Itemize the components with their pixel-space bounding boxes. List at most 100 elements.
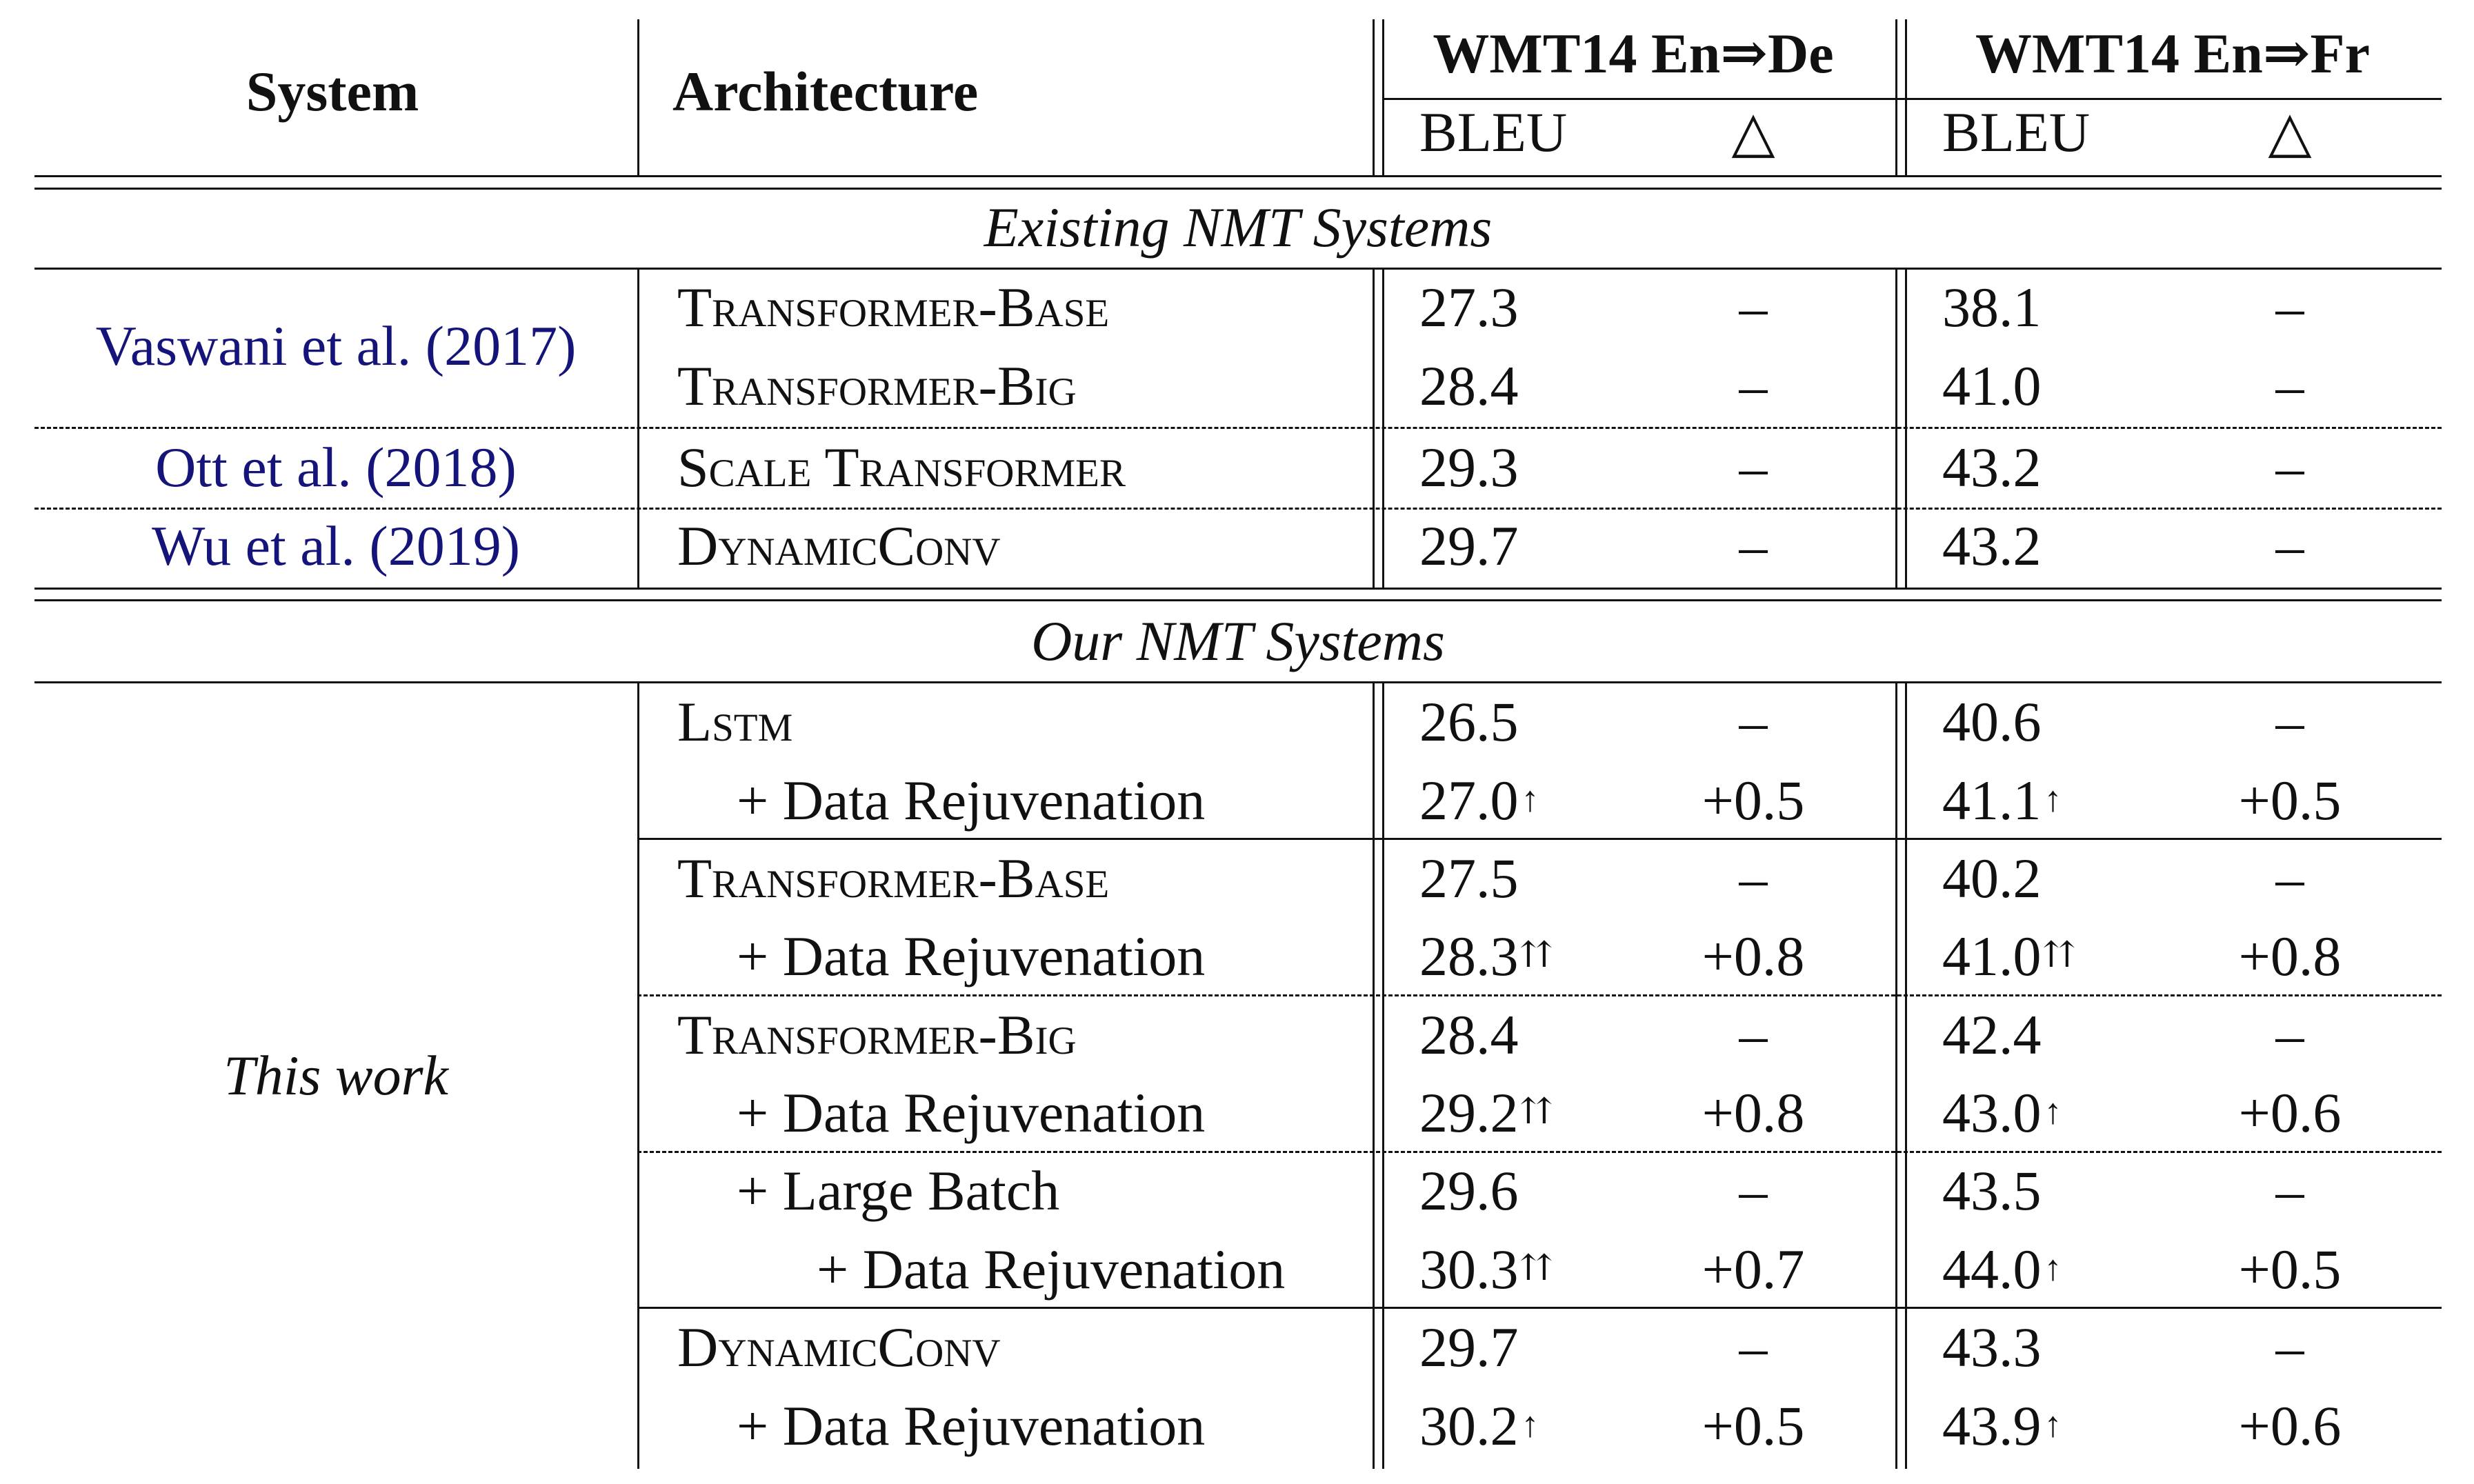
significance-mark: ↑	[2044, 1249, 2062, 1288]
arch-cell: + Data Rejuvenation	[737, 769, 1206, 832]
bleu-cell: 28.4	[1419, 354, 1519, 417]
significance-mark: ⇈	[1521, 1249, 1552, 1288]
bleu-value: 41.1	[1942, 769, 2042, 832]
bleu-value: 27.0	[1419, 769, 1519, 832]
delta-cell: –	[2275, 514, 2304, 577]
significance-mark: ⇈	[2044, 936, 2075, 975]
arch-cell: + Data Rejuvenation	[817, 1238, 1286, 1301]
delta-cell: –	[1739, 354, 1768, 417]
significance-mark: ⇈	[1521, 936, 1552, 975]
delta-cell: –	[2275, 1316, 2304, 1378]
header-group-de: WMT14 En⇒De	[1433, 22, 1834, 85]
bleu-cell: 30.2↑	[1419, 1398, 1539, 1454]
bleu-cell: 38.1	[1942, 276, 2042, 339]
section-rule-ours	[34, 681, 2442, 683]
bleu-value: 40.2	[1942, 847, 2042, 910]
bleu-cell: 28.4	[1419, 1007, 1522, 1063]
arch-cell: Lstm	[677, 690, 793, 753]
bleu-cell: 40.2	[1942, 850, 2044, 907]
delta-cell: –	[2275, 1003, 2304, 1066]
bleu-cell: 43.2	[1942, 514, 2042, 577]
bleu-cell: 41.0⇈	[1942, 928, 2074, 985]
arch-cell: Transformer-Big	[677, 1003, 1077, 1066]
bleu-value: 42.4	[1942, 1003, 2042, 1066]
dashed-rule	[637, 1151, 2442, 1153]
header-fr-bleu: BLEU	[1942, 101, 2091, 163]
delta-cell: +0.5	[1702, 1394, 1805, 1457]
arch-cell: DynamicConv	[677, 1316, 1001, 1378]
bleu-value: 30.2	[1419, 1394, 1519, 1457]
bleu-value: 27.5	[1419, 847, 1519, 910]
delta-cell: –	[1739, 690, 1768, 753]
bleu-value: 30.3	[1419, 1238, 1519, 1301]
header-fr-delta: △	[2268, 101, 2312, 163]
bleu-cell: 27.3	[1419, 276, 1519, 339]
bleu-value: 43.9	[1942, 1394, 2042, 1457]
significance-mark: ↑	[2044, 780, 2062, 819]
bleu-value: 26.5	[1419, 690, 1519, 753]
delta-cell: +0.8	[1702, 1081, 1805, 1144]
dashed-rule	[637, 994, 2442, 996]
bleu-value: 28.4	[1419, 1003, 1519, 1066]
arch-cell: + Data Rejuvenation	[737, 925, 1206, 987]
bleu-cell: 29.3	[1419, 436, 1519, 499]
section-title-existing: Existing NMT Systems	[984, 196, 1493, 259]
bleu-value: 29.2	[1419, 1081, 1519, 1144]
bleu-cell: 29.6	[1419, 1163, 1522, 1219]
bleu-cell: 29.2⇈	[1419, 1085, 1551, 1141]
header-architecture: Architecture	[672, 60, 979, 123]
col-rule-system	[637, 683, 639, 1469]
delta-cell: +0.5	[2238, 1238, 2342, 1301]
arch-cell: Transformer-Base	[677, 847, 1110, 910]
bleu-cell: 29.7	[1419, 1319, 1522, 1376]
bleu-cell: 27.0↑	[1419, 772, 1539, 829]
significance-mark: ↑	[1521, 1405, 1539, 1445]
section-double-rule-top	[34, 588, 2442, 590]
delta-cell: +0.8	[2238, 925, 2342, 987]
bleu-value: 43.5	[1942, 1159, 2042, 1222]
bleu-cell: 43.5	[1942, 1163, 2044, 1219]
bleu-cell: 26.5	[1419, 694, 1522, 750]
delta-cell: –	[1739, 1003, 1768, 1066]
delta-cell: +0.6	[2238, 1394, 2342, 1457]
header-double-rule-bottom	[34, 188, 2442, 190]
delta-cell: –	[1739, 514, 1768, 577]
arch-cell: DynamicConv	[677, 514, 1001, 577]
bleu-value: 40.6	[1942, 690, 2042, 753]
citation-link[interactable]: Vaswani et al. (2017)	[95, 314, 577, 377]
citation-link[interactable]: Ott et al. (2018)	[155, 436, 517, 499]
bleu-cell: 41.0	[1942, 354, 2042, 417]
delta-cell: –	[1739, 1316, 1768, 1378]
delta-cell: –	[2275, 354, 2304, 417]
bleu-value: 41.0	[1942, 925, 2042, 987]
col-rule-fr-left	[1895, 683, 1897, 1469]
bleu-value: 43.0	[1942, 1081, 2042, 1144]
arch-cell: + Data Rejuvenation	[737, 1394, 1206, 1457]
bleu-cell: 28.3⇈	[1419, 928, 1551, 985]
bleu-cell: 43.9↑	[1942, 1398, 2062, 1454]
col-rule-de-left-2	[1382, 683, 1384, 1469]
delta-cell: –	[2275, 436, 2304, 499]
bleu-cell: 44.0↑	[1942, 1241, 2062, 1298]
header-double-rule-top	[34, 175, 2442, 177]
arch-cell: + Data Rejuvenation	[737, 1081, 1206, 1144]
group-rule	[637, 838, 2442, 840]
bleu-cell: 40.6	[1942, 694, 2044, 750]
delta-cell: +0.8	[1702, 925, 1805, 987]
bleu-cell: 29.7	[1419, 514, 1519, 577]
bleu-cell: 43.0↑	[1942, 1085, 2062, 1141]
delta-cell: –	[2275, 276, 2304, 339]
header-group-fr: WMT14 En⇒Fr	[1975, 22, 2371, 85]
delta-cell: –	[1739, 847, 1768, 910]
header-subrule	[1382, 98, 2442, 100]
significance-mark: ↑	[1521, 780, 1539, 819]
group-rule	[637, 1307, 2442, 1309]
bleu-cell: 27.5	[1419, 850, 1522, 907]
delta-cell: –	[2275, 1159, 2304, 1222]
section-double-rule-bottom	[34, 599, 2442, 601]
system-this-work: This work	[223, 1044, 448, 1107]
delta-cell: +0.5	[2238, 769, 2342, 832]
bleu-cell: 41.1↑	[1942, 772, 2062, 829]
citation-link[interactable]: Wu et al. (2019)	[151, 514, 521, 577]
